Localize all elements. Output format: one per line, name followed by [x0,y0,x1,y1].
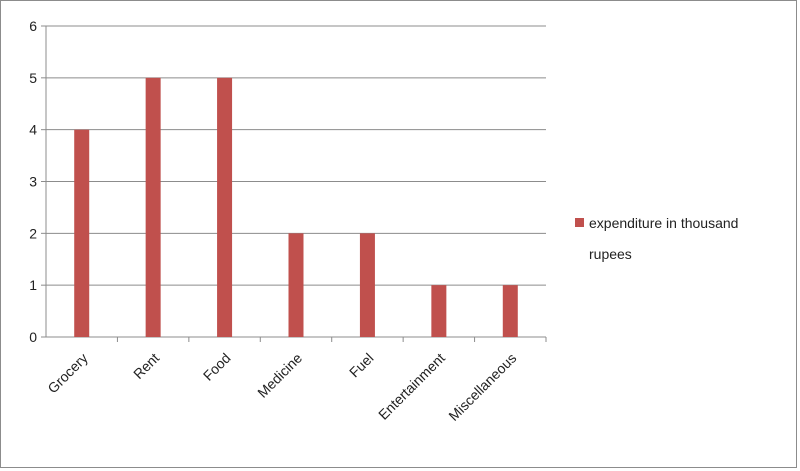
x-tick-label: Grocery [44,350,91,397]
bar-medicine [288,233,304,337]
y-tick-label: 1 [29,277,37,293]
y-tick-label: 3 [29,174,37,190]
x-tick-label: Food [200,350,234,384]
bar-grocery [74,129,90,337]
gridlines [46,25,546,286]
bar-entertainment [431,285,447,337]
bar-miscellaneous [502,285,518,337]
x-tick-label: Miscellaneous [445,350,519,424]
y-tick-label: 4 [29,122,37,138]
y-tick-label: 5 [29,70,37,86]
x-tick-label: Medicine [254,350,305,401]
bar-rent [145,77,161,337]
legend-label-line-1: expenditure in thousand [589,215,738,231]
legend-swatch [575,218,584,227]
bars [74,77,518,337]
x-axis-labels: Grocery Rent Food Medicine FuelEntertainment… [44,350,519,424]
y-tick-label: 6 [29,18,37,34]
bar-food [217,77,233,337]
legend: expenditure in thousand rupees [575,215,738,262]
x-tick-label: Entertainment [375,350,448,423]
y-tick-label: 0 [29,329,37,345]
y-tick-label: 2 [29,225,37,241]
y-axis-ticks: 0 1 2 3 4 5 6 [29,18,46,345]
x-tick-label: Rent [130,350,162,382]
bar-fuel [359,233,375,337]
legend-label-line-2: rupees [589,246,632,262]
x-tick-label: Fuel [346,350,377,381]
